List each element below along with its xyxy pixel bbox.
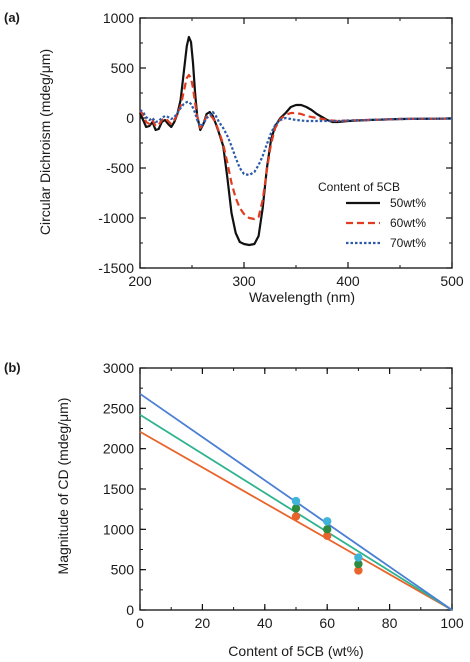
panel-b-y-tick-label: 0 bbox=[126, 602, 134, 618]
panel-b-y-axis-label: Magnitude of CD (mdeg/μm) bbox=[55, 398, 71, 575]
panel-b-x-tick-label: 0 bbox=[136, 615, 144, 631]
panel-a-x-tick-label: 400 bbox=[336, 273, 360, 289]
panel-a-label: (a) bbox=[4, 10, 20, 25]
panel-b-x-tick-label: 80 bbox=[382, 615, 398, 631]
panel-a-y-tick-label: 1000 bbox=[103, 10, 134, 26]
panel-a: (a) 200 300 400 500 -1500 -1000 -500 0 500 1000 W… bbox=[4, 10, 464, 305]
panel-b-y-tick-label: 1000 bbox=[103, 521, 134, 537]
panel-a-x-tick-label: 200 bbox=[128, 273, 152, 289]
panel-b-x-tick-label: 60 bbox=[319, 615, 335, 631]
panel-b-x-tick-label: 20 bbox=[195, 615, 211, 631]
data-point-series-3 bbox=[291, 496, 301, 506]
data-point-series-3 bbox=[354, 553, 363, 562]
data-point-series-1 bbox=[354, 566, 363, 575]
data-point-series-1 bbox=[323, 531, 332, 540]
panel-b-y-tick-label: 2000 bbox=[103, 441, 134, 457]
legend-label-60wt: 60wt% bbox=[390, 216, 426, 230]
series-line-50wt bbox=[138, 35, 453, 247]
panel-a-x-axis-label: Wavelength (nm) bbox=[249, 289, 355, 305]
legend-title: Content of 5CB bbox=[318, 180, 400, 194]
data-point-series-2 bbox=[354, 559, 363, 569]
panel-b-x-axis-label: Content of 5CB (wt%) bbox=[228, 643, 363, 659]
panel-b: (b) 0 20 40 60 80 100050010001500200025003000… bbox=[4, 360, 464, 659]
series-line-60wt bbox=[139, 73, 453, 221]
fit-line-1 bbox=[139, 430, 453, 611]
data-point-series-1 bbox=[291, 512, 301, 521]
panel-b-y-tick-label: 500 bbox=[111, 562, 135, 578]
panel-b-label: (b) bbox=[4, 360, 21, 375]
legend-label-50wt: 50wt% bbox=[390, 196, 426, 210]
panel-a-y-tick-label: -500 bbox=[106, 160, 134, 176]
panel-a-y-tick-label: -1000 bbox=[98, 210, 134, 226]
panel-a-plot: 200 300 400 500 -1500 -1000 -500 0 500 1000 bbox=[98, 10, 464, 289]
panel-b-y-tick-label: 3000 bbox=[103, 360, 134, 376]
series-line-70wt bbox=[139, 100, 453, 177]
data-point-series-3 bbox=[323, 517, 332, 526]
panel-a-y-tick-label: -1500 bbox=[98, 260, 134, 276]
panel-a-x-tick-label: 500 bbox=[440, 273, 464, 289]
panel-b-y-tick-label: 2500 bbox=[103, 400, 134, 416]
data-point-series-2 bbox=[323, 525, 332, 534]
panel-b-plot-frame bbox=[139, 367, 453, 611]
panel-a-y-tick-label: 500 bbox=[111, 60, 135, 76]
panel-b-x-tick-label: 100 bbox=[440, 615, 464, 631]
panel-a-x-tick-label: 300 bbox=[232, 273, 256, 289]
panel-a-y-axis-label: Circular Dichroism (mdeg/μm) bbox=[37, 49, 53, 235]
data-point-series-2 bbox=[291, 504, 301, 513]
panel-b-x-tick-label: 40 bbox=[257, 615, 273, 631]
panel-b-y-tick-label: 1500 bbox=[103, 481, 134, 497]
legend: Content of 5CB 50wt% 60wt% 70wt% bbox=[318, 180, 426, 250]
legend-label-70wt: 70wt% bbox=[390, 236, 426, 250]
panel-a-y-tick-label: 0 bbox=[126, 110, 134, 126]
